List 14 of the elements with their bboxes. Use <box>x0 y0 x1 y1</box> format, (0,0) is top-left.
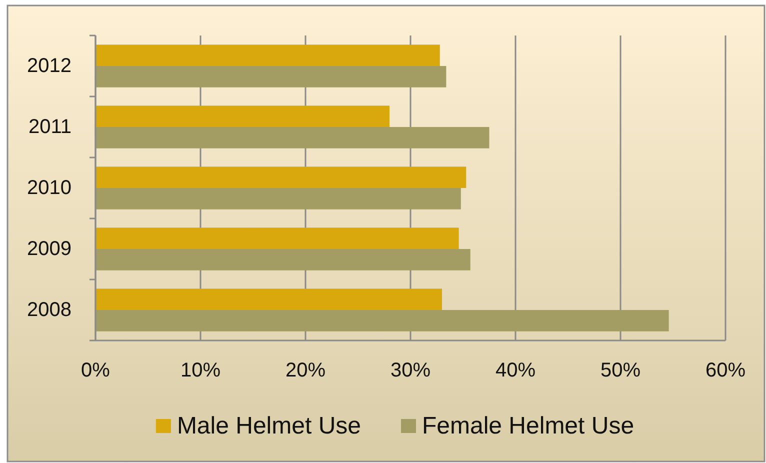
legend-label: Female Helmet Use <box>422 412 634 440</box>
y-tick-label: 2011 <box>28 116 72 138</box>
y-tick-label: 2008 <box>27 299 72 321</box>
x-tick-label: 10% <box>180 360 221 382</box>
y-tick-label: 2009 <box>27 238 72 260</box>
y-tick-label: 2010 <box>27 177 72 199</box>
x-tick-label: 20% <box>285 360 326 382</box>
x-tick-label: 50% <box>600 360 641 382</box>
x-tick-label: 60% <box>705 360 746 382</box>
x-tick-label: 0% <box>81 360 110 382</box>
y-tick-label: 2012 <box>27 55 72 77</box>
x-tick-label: 30% <box>390 360 431 382</box>
x-tick-label: 40% <box>495 360 536 382</box>
legend-label: Male Helmet Use <box>176 412 362 440</box>
